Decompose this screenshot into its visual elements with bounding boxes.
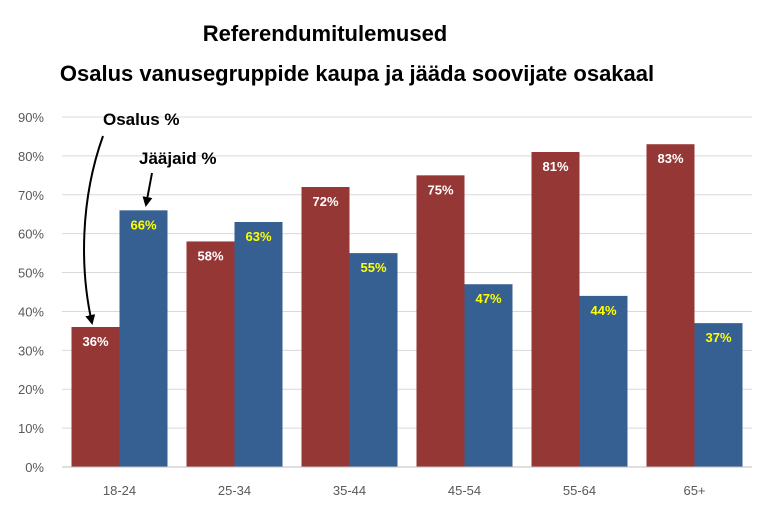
annotation-osalus: Osalus % bbox=[83, 110, 180, 325]
chart-title: Referendumitulemused bbox=[203, 21, 448, 46]
bars bbox=[71, 144, 743, 468]
annotation-osalus-label: Osalus % bbox=[103, 110, 180, 129]
bar-jaajaid-25-34 bbox=[234, 222, 283, 467]
x-axis-ticks: 18-24 25-34 35-44 45-54 55-64 65+ bbox=[103, 483, 706, 498]
x-tick-label: 65+ bbox=[683, 483, 705, 498]
annotation-jaajaid-arrow bbox=[142, 172, 153, 207]
bar-osalus-65+ bbox=[646, 144, 695, 467]
bar-osalus-55-64 bbox=[531, 152, 580, 467]
y-tick-label: 20% bbox=[18, 382, 44, 397]
y-tick-label: 40% bbox=[18, 304, 44, 319]
data-label: 36% bbox=[82, 334, 108, 349]
y-tick-label: 10% bbox=[18, 421, 44, 436]
x-tick-label: 45-54 bbox=[448, 483, 481, 498]
gridlines bbox=[62, 116, 752, 429]
bar-osalus-25-34 bbox=[186, 241, 235, 467]
y-tick-label: 70% bbox=[18, 188, 44, 203]
data-label: 75% bbox=[427, 182, 453, 197]
data-label: 83% bbox=[657, 151, 683, 166]
bar-jaajaid-55-64 bbox=[579, 295, 628, 467]
chart-subtitle: Osalus vanusegruppide kaupa ja jääda soo… bbox=[60, 61, 654, 86]
data-label: 66% bbox=[130, 217, 156, 232]
data-label: 58% bbox=[197, 248, 223, 263]
data-label: 37% bbox=[705, 330, 731, 345]
bar-osalus-35-44 bbox=[301, 187, 350, 467]
bar-jaajaid-45-54 bbox=[464, 284, 513, 467]
data-labels: 36% 66% 58% 63% 72% 55% 75% 47% 81% 44% 83% 37% bbox=[82, 151, 731, 349]
data-label: 81% bbox=[542, 159, 568, 174]
data-label: 55% bbox=[360, 260, 386, 275]
annotation-jaajaid: Jääjaid % bbox=[139, 149, 217, 207]
bar-osalus-45-54 bbox=[416, 175, 465, 468]
x-tick-label: 18-24 bbox=[103, 483, 136, 498]
y-axis-ticks: 0% 10% 20% 30% 40% 50% 60% 70% 80% 90% bbox=[18, 110, 44, 475]
data-label: 63% bbox=[245, 229, 271, 244]
bar-jaajaid-65+ bbox=[694, 323, 743, 467]
annotation-jaajaid-label: Jääjaid % bbox=[139, 149, 217, 168]
y-tick-label: 60% bbox=[18, 227, 44, 242]
data-label: 44% bbox=[590, 303, 616, 318]
y-tick-label: 30% bbox=[18, 343, 44, 358]
data-label: 72% bbox=[312, 194, 338, 209]
data-label: 47% bbox=[475, 291, 501, 306]
bar-jaajaid-18-24 bbox=[119, 210, 168, 468]
y-tick-label: 80% bbox=[18, 149, 44, 164]
y-tick-label: 90% bbox=[18, 110, 44, 125]
bar-jaajaid-35-44 bbox=[349, 253, 398, 467]
x-tick-label: 55-64 bbox=[563, 483, 596, 498]
y-tick-label: 50% bbox=[18, 266, 44, 281]
y-tick-label: 0% bbox=[25, 460, 44, 475]
x-tick-label: 25-34 bbox=[218, 483, 251, 498]
bar-osalus-18-24 bbox=[71, 327, 120, 467]
annotation-osalus-arrow bbox=[83, 135, 104, 325]
x-tick-label: 35-44 bbox=[333, 483, 366, 498]
